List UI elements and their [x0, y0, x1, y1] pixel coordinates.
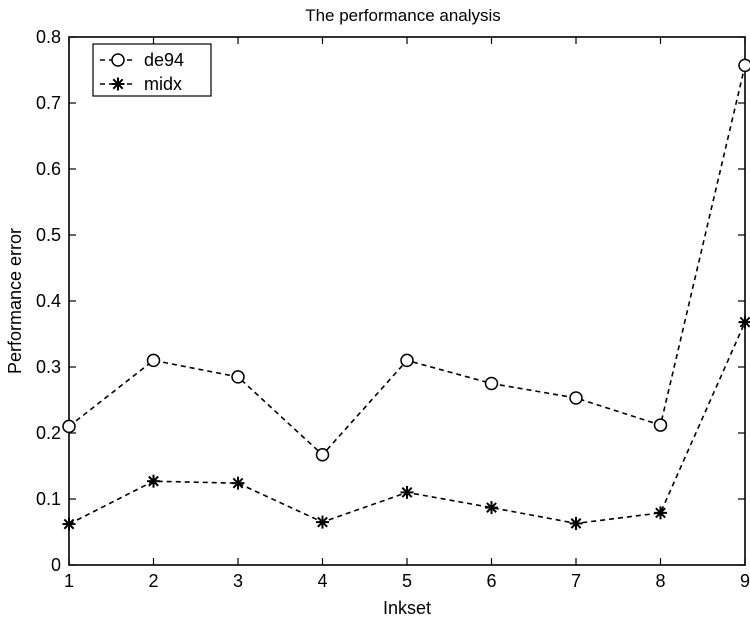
- data-point-midx: [231, 476, 245, 490]
- x-tick-label: 6: [486, 571, 496, 591]
- y-axis-label: Performance error: [5, 228, 25, 374]
- y-tick-label: 0.4: [36, 291, 61, 311]
- x-tick-label: 7: [571, 571, 581, 591]
- data-point-de94: [315, 448, 330, 462]
- data-point-de94: [653, 418, 668, 432]
- y-tick-label: 0.7: [36, 93, 61, 113]
- data-point-de94: [231, 370, 245, 384]
- x-tick-label: 8: [655, 571, 665, 591]
- y-tick-label: 0: [51, 555, 61, 575]
- legend-marker-de94: [111, 53, 125, 67]
- data-point-de94: [62, 419, 76, 434]
- data-point-midx: [485, 501, 498, 515]
- legend-box: [92, 43, 212, 97]
- legend: de94 midx: [92, 43, 212, 97]
- data-point-de94: [400, 353, 414, 368]
- data-point-de94: [569, 391, 583, 405]
- x-tick-label: 5: [402, 571, 412, 591]
- data-point-de94: [484, 376, 499, 391]
- x-tick-label: 2: [148, 571, 158, 591]
- data-point-midx: [569, 516, 583, 530]
- y-tick-label: 0.8: [36, 27, 61, 47]
- legend-marker-midx: [111, 77, 125, 91]
- data-point-midx: [738, 315, 750, 329]
- series-line-de94: [68, 65, 746, 456]
- legend-label-de94: de94: [144, 50, 184, 70]
- x-tick-label: 1: [64, 571, 74, 591]
- plot-area: [68, 36, 746, 566]
- data-point-de94: [738, 58, 750, 73]
- chart-title: The performance analysis: [305, 6, 501, 25]
- data-point-midx: [147, 474, 160, 488]
- y-tick-label: 0.6: [36, 159, 61, 179]
- data-point-midx: [62, 517, 76, 531]
- y-tick-label: 0.3: [36, 357, 61, 377]
- legend-star-shape: [111, 77, 125, 91]
- x-tick-label: 4: [317, 571, 327, 591]
- legend-label-midx: midx: [144, 74, 182, 94]
- axis-ticks: 1 2 3 4 5 6 7 8 9 0 0.1 0.2 0.3 0.4 0.5 0.6 0.7 0.8: [36, 27, 750, 591]
- x-tick-label: 3: [233, 571, 243, 591]
- data-point-midx: [400, 485, 414, 499]
- series-layer: [62, 58, 750, 531]
- data-point-de94: [146, 353, 161, 368]
- series-de94: [62, 58, 750, 462]
- y-tick-label: 0.2: [36, 423, 61, 443]
- data-point-midx: [654, 506, 667, 520]
- data-point-midx: [316, 515, 329, 529]
- y-tick-label: 0.5: [36, 225, 61, 245]
- series-midx: [62, 315, 750, 531]
- x-axis-label: Inkset: [383, 598, 431, 618]
- x-tick-label: 9: [740, 571, 750, 591]
- y-tick-label: 0.1: [36, 489, 61, 509]
